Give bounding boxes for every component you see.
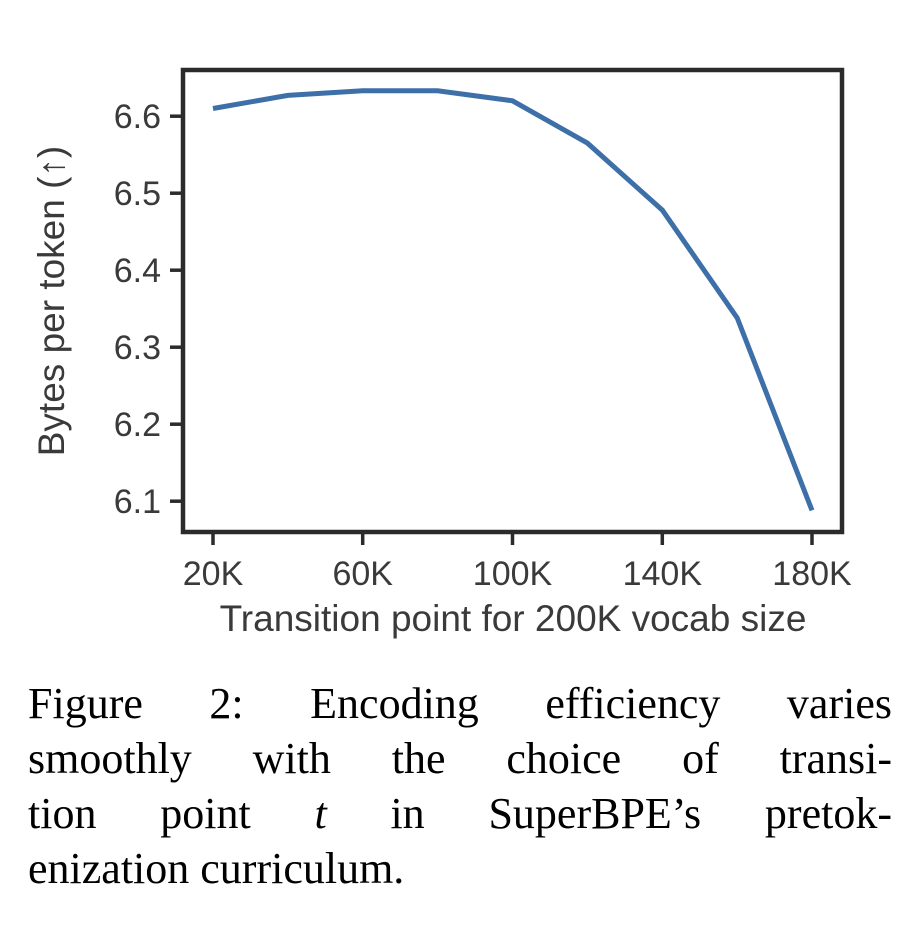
figure-caption: Figure 2: Encoding efficiency varies smo… <box>28 676 892 896</box>
caption-line-1: Figure 2: Encoding efficiency varies <box>28 676 892 731</box>
x-tick-label: 60K <box>332 555 393 593</box>
x-axis-label: Transition point for 200K vocab size <box>220 598 807 639</box>
y-tick-label: 6.1 <box>114 483 161 521</box>
caption-text: in SuperBPE’s pretok- <box>326 789 892 838</box>
caption-line-4: enization curriculum. <box>28 841 892 896</box>
y-tick-label: 6.4 <box>114 252 161 290</box>
data-line-series <box>212 88 815 512</box>
caption-text: tion point <box>28 789 315 838</box>
chart-area: 20K 60K 100K 140K 180K 6.6 6.5 6.4 6.3 6.2 6.1 Tra… <box>31 67 852 639</box>
caption-math-variable-t: t <box>314 789 327 838</box>
y-tick-label: 6.5 <box>114 175 161 213</box>
caption-line-2: smoothly with the choice of transi- <box>28 731 892 786</box>
plot-frame <box>180 67 845 535</box>
y-tick-label: 6.6 <box>114 98 161 136</box>
x-tick-label: 180K <box>772 555 852 593</box>
caption-text: smoothly with the choice of transi- <box>28 734 892 783</box>
caption-text: enization curriculum. <box>28 844 405 893</box>
y-tick-label: 6.2 <box>114 406 161 444</box>
y-tick-label: 6.3 <box>114 329 161 367</box>
line-chart: 20K 60K 100K 140K 180K 6.6 6.5 6.4 6.3 6.2 6.1 Tra… <box>31 67 852 639</box>
x-tick-label: 20K <box>183 555 244 593</box>
caption-line-3: tion point t in SuperBPE’s pretok- <box>28 786 892 841</box>
x-tick-label: 140K <box>623 555 703 593</box>
x-tick-label: 100K <box>473 555 553 593</box>
caption-text: Figure 2: Encoding efficiency varies <box>28 679 892 728</box>
y-axis-label: Bytes per token (↑) <box>31 146 72 457</box>
